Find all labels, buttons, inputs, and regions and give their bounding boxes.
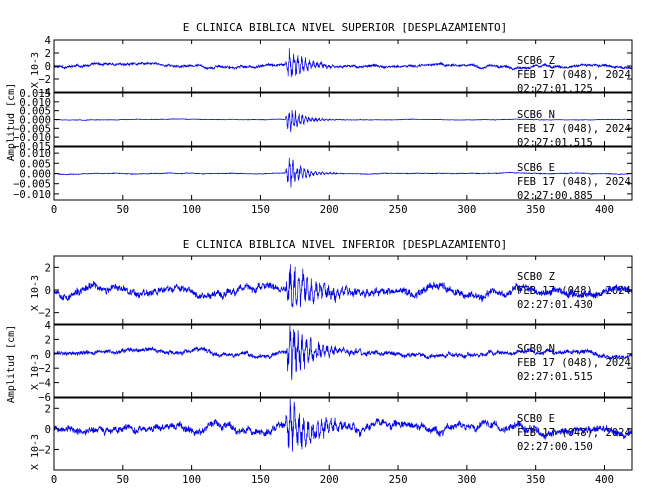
lower-panel-n: SCB0 N FEB 17 (048), 2024 02:27:01.515 bbox=[517, 343, 631, 383]
upper-z-ytick-label: 2 bbox=[45, 48, 51, 60]
lower-z-ytick-label: −2 bbox=[38, 308, 51, 320]
upper-xtick-label: 150 bbox=[251, 204, 270, 216]
lower-n-trace bbox=[53, 325, 633, 381]
lower-z-station: SCB0 Z bbox=[517, 271, 555, 283]
lower-xtick-label: 100 bbox=[182, 474, 201, 486]
upper-e-ytick-label: 0.000 bbox=[19, 169, 51, 181]
lower-z-time: 02:27:01.430 bbox=[517, 299, 593, 311]
lower-xtick-label: 200 bbox=[320, 474, 339, 486]
upper-xtick-label: 100 bbox=[182, 204, 201, 216]
upper-xtick-label: 400 bbox=[595, 204, 614, 216]
upper-n-ytick-label: 0.000 bbox=[19, 115, 51, 127]
upper-e-station: SCB6 E bbox=[517, 162, 555, 174]
lower-xtick-label: 150 bbox=[251, 474, 270, 486]
lower-e-frame bbox=[53, 397, 633, 471]
figure-title-upper: E CLINICA BIBLICA NIVEL SUPERIOR [DESPLA… bbox=[183, 21, 508, 34]
upper-xtick-label: 250 bbox=[389, 204, 408, 216]
lower-n-ytick-label: 0 bbox=[45, 349, 51, 361]
upper-y-axis-label: Amplitud [cm] bbox=[6, 83, 17, 161]
upper-z-ytick-label: 4 bbox=[45, 35, 51, 47]
lower-n-ytick-label: 2 bbox=[45, 334, 51, 346]
upper-z-plot: −4−2024 bbox=[38, 35, 633, 99]
lower-figure: SCB0 Z FEB 17 (048), 2024 02:27:01.430 S… bbox=[6, 255, 633, 486]
upper-figure: SCB6 Z FEB 17 (048), 2024 02:27:01.125 S… bbox=[6, 35, 633, 216]
upper-n-ytick-label: −0.005 bbox=[13, 123, 51, 135]
upper-e-ytick-label: −0.010 bbox=[13, 189, 51, 201]
upper-n-ytick-label: −0.010 bbox=[13, 132, 51, 144]
upper-e-ytick-label: −0.005 bbox=[13, 179, 51, 191]
lower-z-trace bbox=[53, 264, 633, 308]
lower-n-frame bbox=[53, 324, 633, 398]
lower-e-ytick-label: 0 bbox=[45, 424, 51, 436]
upper-z-date: FEB 17 (048), 2024 bbox=[517, 69, 631, 81]
lower-e-trace bbox=[53, 398, 633, 452]
upper-n-ytick-label: 0.005 bbox=[19, 106, 51, 118]
lower-n-date: FEB 17 (048), 2024 bbox=[517, 357, 631, 369]
upper-n-station: SCB6 N bbox=[517, 109, 555, 121]
upper-e-ytick-label: 0.005 bbox=[19, 158, 51, 170]
lower-n-ytick-label: −6 bbox=[38, 392, 51, 404]
lower-n-ytick-label: −2 bbox=[38, 363, 51, 375]
lower-xtick-label: 0 bbox=[51, 474, 57, 486]
upper-z-ytick-label: 0 bbox=[45, 61, 51, 73]
upper-xtick-label: 350 bbox=[526, 204, 545, 216]
upper-xtick-label: 300 bbox=[457, 204, 476, 216]
upper-e-trace bbox=[53, 157, 633, 188]
upper-z-ytick-label: −2 bbox=[38, 74, 51, 86]
lower-panel-z: SCB0 Z FEB 17 (048), 2024 02:27:01.430 bbox=[517, 271, 631, 311]
lower-xtick-label: 400 bbox=[595, 474, 614, 486]
lower-z-ytick-label: 0 bbox=[45, 285, 51, 297]
upper-z-multiplier: X 10-3 bbox=[30, 52, 41, 88]
lower-e-station: SCB0 E bbox=[517, 413, 555, 425]
upper-panel-z: SCB6 Z FEB 17 (048), 2024 02:27:01.125 bbox=[517, 55, 631, 95]
upper-xtick-label: 0 bbox=[51, 204, 57, 216]
lower-z-multiplier: X 10-3 bbox=[30, 275, 41, 311]
lower-e-ytick-label: 2 bbox=[45, 403, 51, 415]
upper-n-ytick-label: −0.015 bbox=[13, 141, 51, 153]
lower-e-multiplier: X 10-3 bbox=[30, 434, 41, 470]
lower-y-axis-label: Amplitud [cm] bbox=[6, 325, 17, 403]
lower-e-ytick-label: −2 bbox=[38, 444, 51, 456]
lower-xtick-label: 350 bbox=[526, 474, 545, 486]
lower-z-plot: −2 0 2 bbox=[38, 255, 633, 325]
lower-n-plot: −6 −4 −2 0 2 4 bbox=[38, 320, 633, 404]
lower-xtick-label: 50 bbox=[116, 474, 129, 486]
upper-n-date: FEB 17 (048), 2024 bbox=[517, 123, 631, 135]
lower-n-ytick-label: −4 bbox=[38, 378, 51, 390]
lower-xtick-label: 250 bbox=[389, 474, 408, 486]
upper-xtick-label: 200 bbox=[320, 204, 339, 216]
upper-e-ytick-label: 0.010 bbox=[19, 148, 51, 160]
lower-e-time: 02:27:00.150 bbox=[517, 441, 593, 453]
upper-n-trace bbox=[53, 109, 633, 133]
upper-panel-e: SCB6 E FEB 17 (048), 2024 02:27:00.885 bbox=[517, 162, 631, 202]
upper-e-date: FEB 17 (048), 2024 bbox=[517, 176, 631, 188]
upper-z-trace bbox=[53, 48, 633, 78]
lower-z-ytick-label: 2 bbox=[45, 262, 51, 274]
figure-title-lower: E CLINICA BIBLICA NIVEL INFERIOR [DESPLA… bbox=[183, 238, 508, 251]
lower-n-ytick-label: 4 bbox=[45, 320, 51, 332]
upper-z-ytick-label: −4 bbox=[38, 87, 51, 99]
upper-xtick-label: 50 bbox=[116, 204, 129, 216]
lower-e-plot: −2 0 2 bbox=[38, 397, 633, 471]
lower-n-multiplier: X 10-3 bbox=[30, 354, 41, 390]
upper-panel-n: SCB6 N FEB 17 (048), 2024 02:27:01.515 bbox=[517, 109, 631, 149]
upper-n-ytick-label: 0.015 bbox=[19, 88, 51, 100]
lower-xtick-label: 300 bbox=[457, 474, 476, 486]
upper-n-ytick-label: 0.010 bbox=[19, 97, 51, 109]
lower-n-time: 02:27:01.515 bbox=[517, 371, 593, 383]
